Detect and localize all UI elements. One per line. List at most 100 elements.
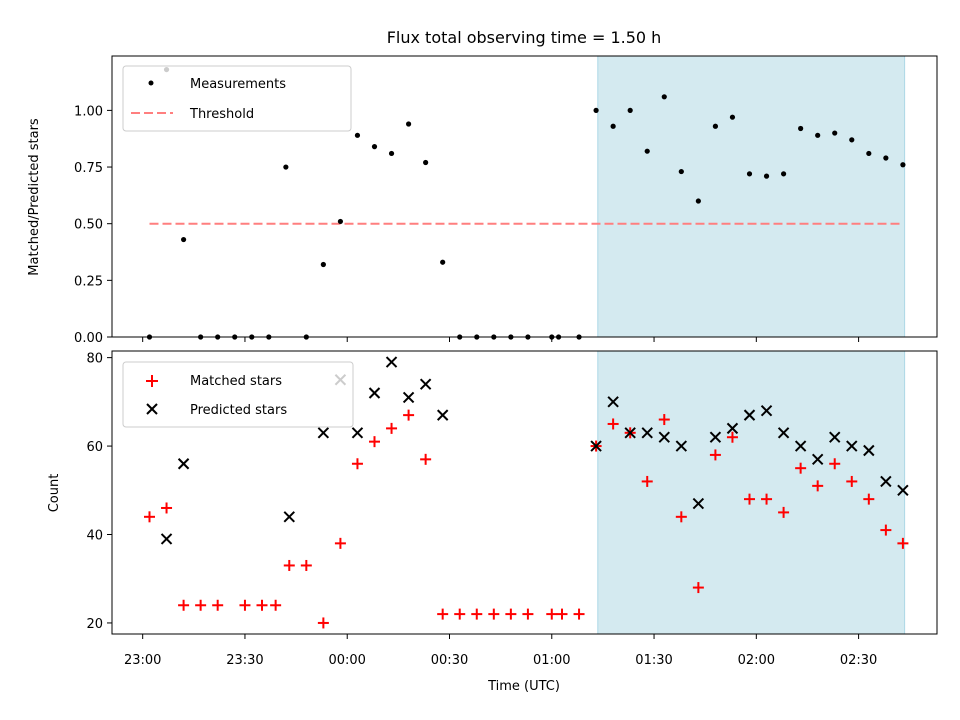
matched-star-point [692, 582, 704, 594]
predicted-star-point [794, 440, 807, 452]
measurement-point [371, 144, 378, 150]
legend-matched-marker [146, 375, 158, 387]
measurement-point [405, 121, 412, 127]
matched-star-point [195, 599, 207, 611]
top-legend: Measurements Threshold [122, 65, 352, 132]
x-tick-label: 02:00 [738, 653, 775, 668]
matched-star-point [897, 537, 909, 549]
measurement-point [678, 168, 684, 175]
matched-star-point [744, 493, 755, 505]
measurement-point [849, 137, 855, 143]
measurement-point [610, 123, 616, 129]
measurement-point [883, 155, 889, 161]
matched-star-point [607, 418, 619, 430]
legend-measurements-marker [148, 80, 154, 86]
top-y-tick-label: 0.50 [74, 218, 103, 233]
bottom-highlight-span [597, 350, 906, 635]
bottom-y-tick-label: 60 [86, 440, 103, 455]
top-highlight-span [597, 55, 906, 338]
matched-star-point [270, 599, 282, 611]
predicted-star-point [897, 484, 909, 496]
matched-star-point [283, 559, 295, 571]
matched-star-point [471, 608, 483, 620]
predicted-star-point [402, 391, 415, 404]
matched-star-point [334, 537, 346, 549]
matched-star-point [778, 506, 790, 518]
predicted-star-point [590, 440, 602, 452]
matched-star-point [300, 559, 312, 571]
predicted-star-point [777, 427, 790, 439]
predicted-star-point [436, 409, 449, 421]
predicted-star-point [624, 427, 636, 439]
matched-star-point [256, 599, 268, 611]
matched-star-point [454, 608, 466, 620]
matched-star-point [239, 599, 251, 611]
measurement-point [320, 261, 326, 268]
predicted-star-point [846, 440, 858, 452]
measurement-point [283, 164, 289, 170]
predicted-star-point [880, 475, 892, 488]
count-points [144, 356, 909, 629]
predicted-star-point [283, 511, 295, 523]
matched-star-point [658, 414, 670, 426]
matched-star-point [505, 608, 517, 620]
measurement-point [900, 162, 906, 168]
predicted-star-point [829, 431, 841, 443]
measurement-point [180, 236, 187, 243]
top-panel: 0.00 0.25 0.50 0.75 1.00 Matched/Predicted s… [27, 55, 938, 346]
top-x-ticks [142, 337, 860, 342]
matched-star-point [546, 608, 558, 620]
x-tick-label: 01:00 [533, 653, 570, 668]
bottom-legend: Matched stars Predicted stars [122, 361, 354, 428]
highlight-span-rect [597, 350, 906, 635]
predicted-star-point [675, 440, 688, 452]
predicted-star-point [160, 533, 173, 545]
matched-star-point [641, 475, 653, 487]
x-tick-label: 23:00 [124, 653, 161, 668]
predicted-star-point [726, 422, 739, 435]
measurement-point [746, 171, 753, 177]
matched-star-point [488, 608, 500, 620]
bottom-panel: 20 40 60 80 23:00 23:30 00:00 00:30 01:00 01:30 0… [47, 350, 938, 694]
predicted-star-point [317, 427, 330, 439]
matched-star-point [386, 422, 398, 434]
predicted-star-point [368, 387, 381, 399]
x-tick-label: 00:30 [431, 653, 468, 668]
measurement-point [423, 159, 429, 166]
x-tick-label: 01:30 [635, 653, 672, 668]
matched-star-point [212, 599, 224, 611]
top-plot-frame [111, 55, 938, 338]
measurement-point [780, 171, 787, 177]
measurement-point [388, 150, 395, 157]
top-y-tick-label: 0.75 [74, 161, 103, 176]
matched-star-point [880, 524, 892, 536]
matched-star-point [829, 458, 841, 470]
measurement-point [627, 107, 633, 113]
measurement-point [644, 148, 650, 154]
top-y-tick-label: 1.00 [74, 104, 103, 119]
measurement-point [661, 94, 667, 100]
matched-star-point [420, 453, 432, 465]
x-axis-label: Time (UTC) [487, 679, 560, 694]
predicted-star-point [811, 453, 824, 466]
matched-star-point [795, 462, 807, 474]
measurement-point [440, 259, 446, 265]
matched-star-point [761, 493, 773, 505]
predicted-star-point [351, 427, 364, 439]
matched-star-point [573, 608, 585, 620]
measurement-point [815, 132, 821, 138]
predicted-star-point [177, 458, 190, 470]
predicted-star-point [760, 404, 773, 417]
top-y-ticks: 0.00 0.25 0.50 0.75 1.00 [74, 104, 112, 346]
measurement-point [695, 198, 701, 204]
legend-predicted-marker [146, 403, 158, 415]
predicted-star-point [743, 409, 756, 421]
matched-star-point [178, 599, 190, 611]
bottom-x-ticks: 23:00 23:30 00:00 00:30 01:00 01:30 02:00 02:30 [124, 634, 877, 668]
matched-star-point [317, 617, 329, 629]
matched-star-point [369, 436, 380, 448]
predicted-star-point [419, 378, 432, 390]
measurement-point [729, 114, 736, 120]
top-y-axis-label: Matched/Predicted stars [27, 118, 42, 276]
